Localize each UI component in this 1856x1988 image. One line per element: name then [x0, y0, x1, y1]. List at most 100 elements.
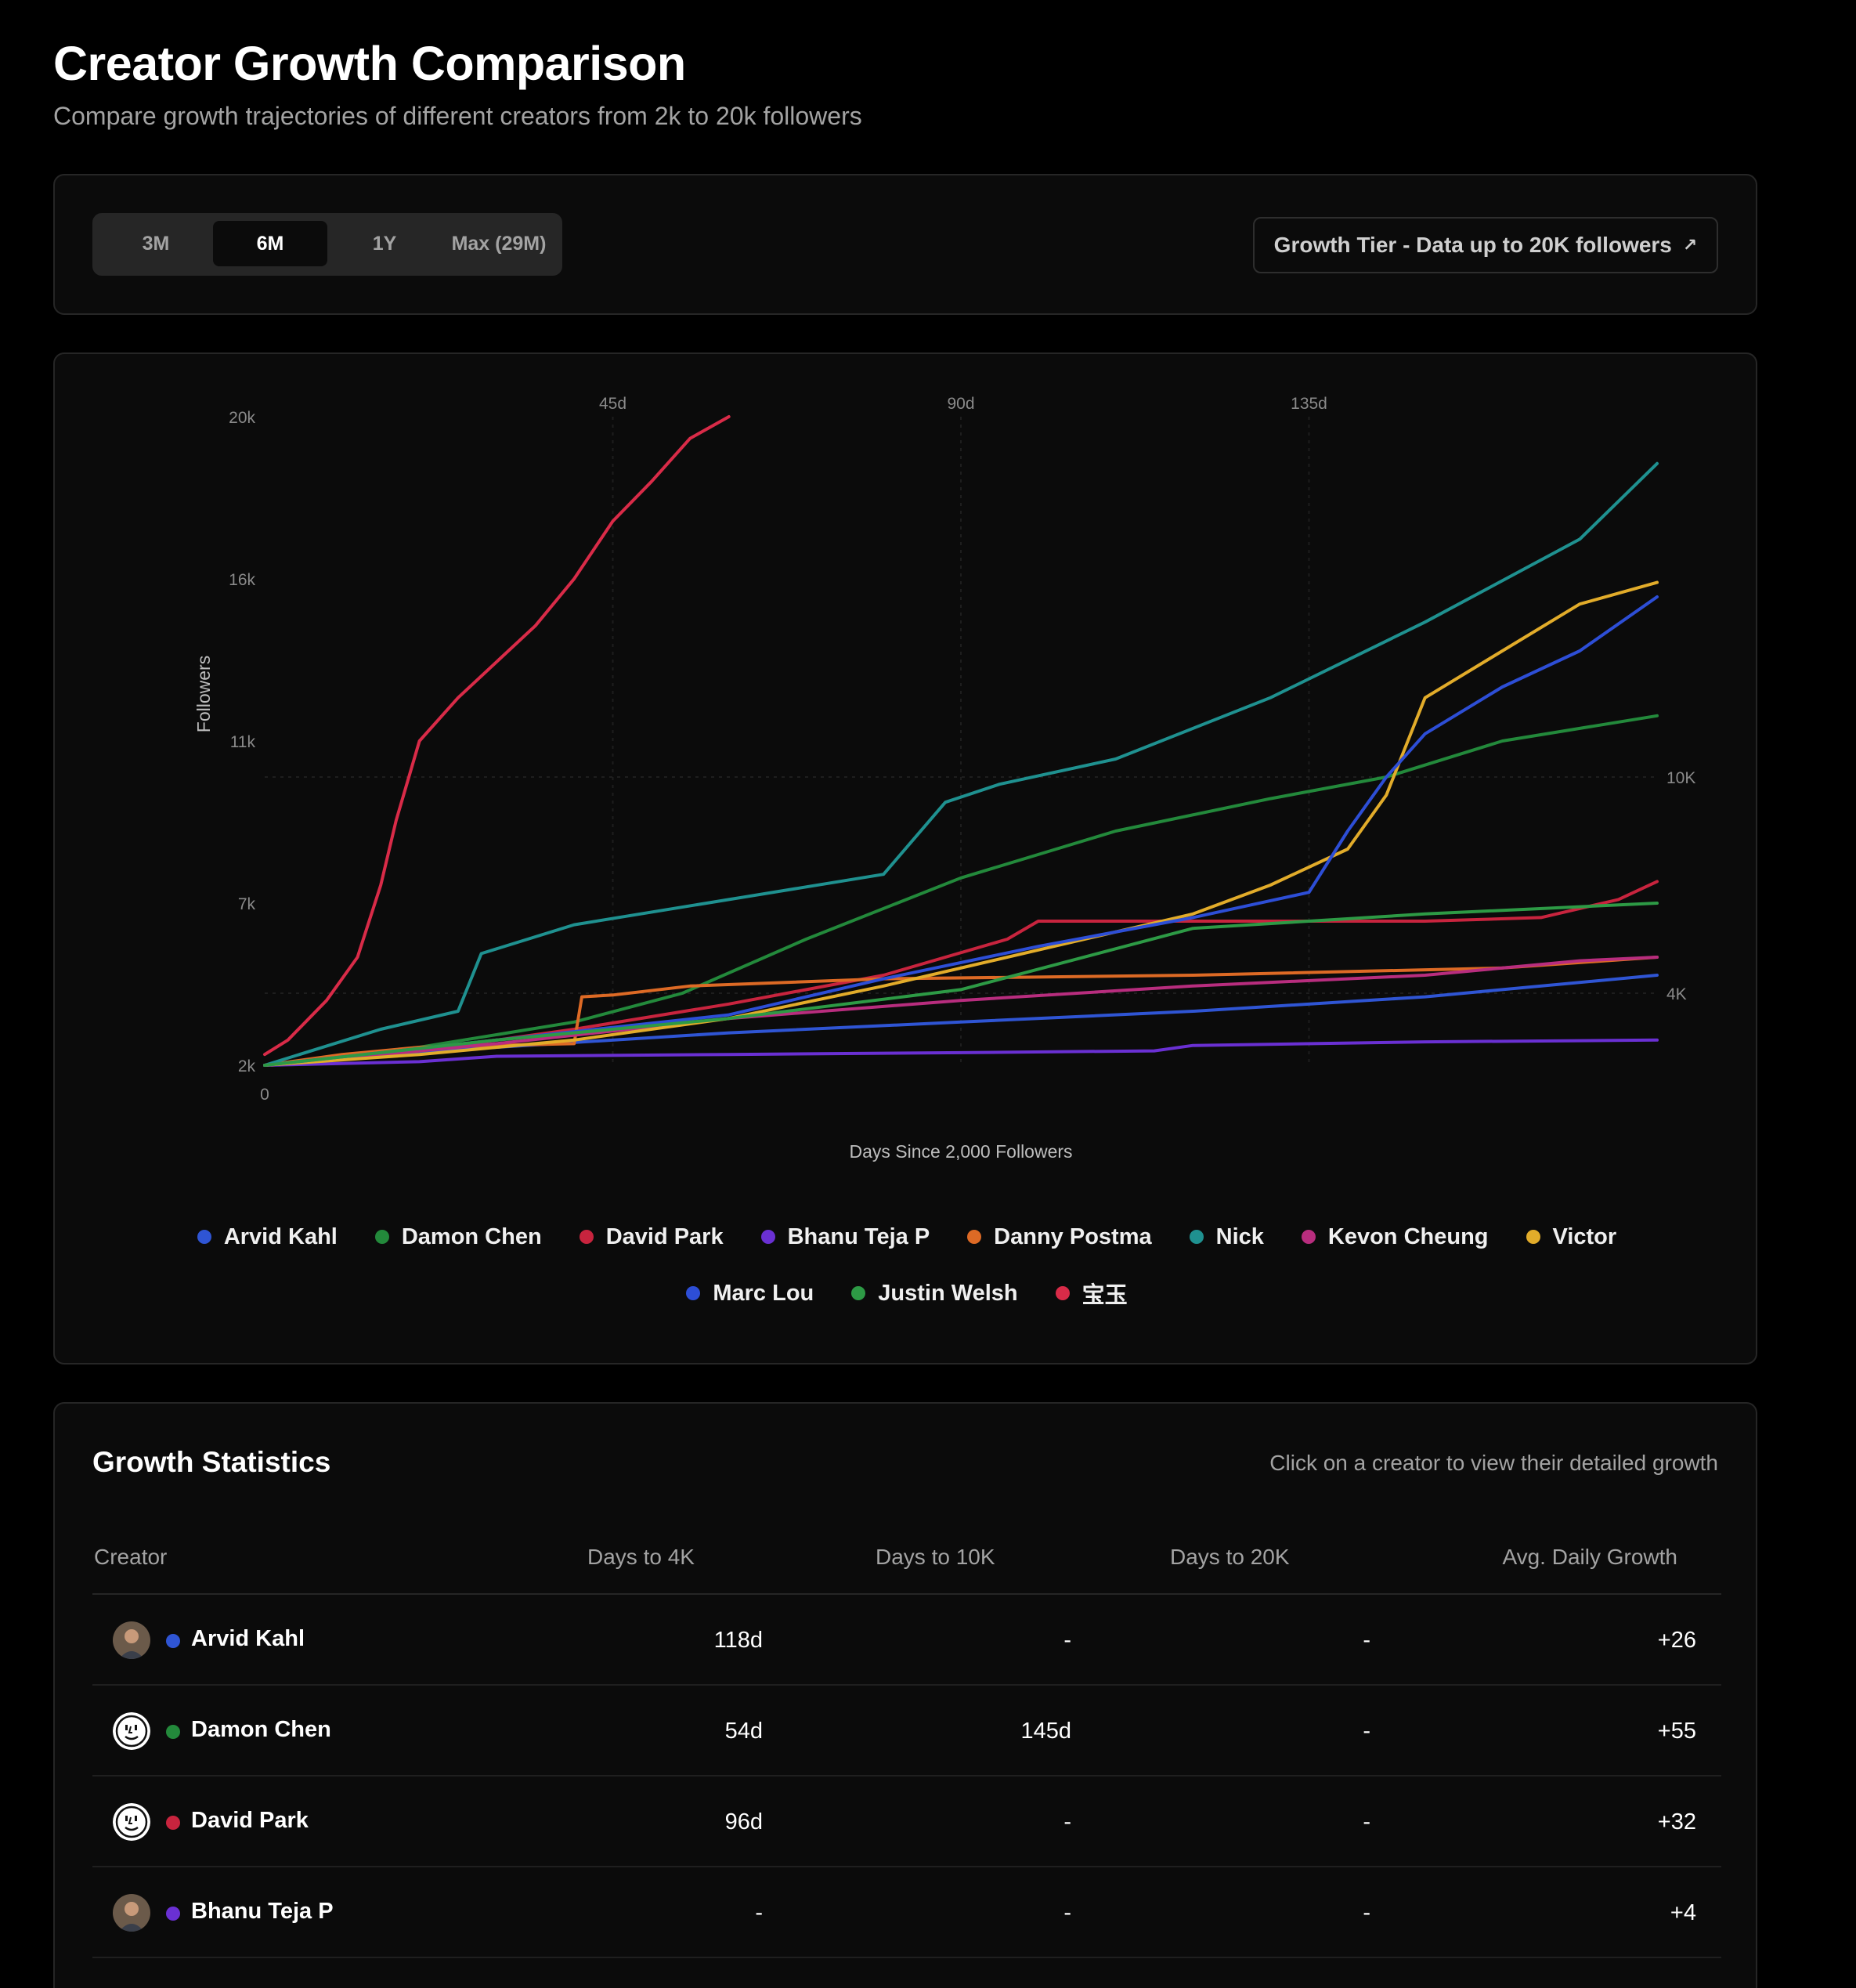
range-tab-6m[interactable]: 6M — [213, 221, 327, 266]
days-to-10k: - — [1063, 1900, 1071, 1925]
legend-dot-icon — [374, 1230, 389, 1244]
x-tick-label: 90d — [947, 395, 974, 413]
legend-dot-icon — [760, 1230, 775, 1244]
legend-item[interactable]: Damon Chen — [374, 1222, 542, 1252]
y-axis-title: Followers — [193, 656, 214, 732]
legend-label: Arvid Kahl — [223, 1224, 338, 1249]
stats-table: Creator Days to 4K Days to 10K Days to 2… — [92, 1521, 1721, 1958]
legend-dot-icon — [686, 1286, 701, 1300]
y-tick-label: 2k — [238, 1057, 256, 1075]
avg-daily-growth: +26 — [1657, 1628, 1696, 1653]
legend-label: Justin Welsh — [878, 1280, 1018, 1306]
stats-title: Growth Statistics — [92, 1446, 331, 1478]
avg-daily-growth: +55 — [1657, 1719, 1696, 1744]
series-line — [263, 580, 1659, 1067]
table-body: Arvid Kahl 118d - - +26 Damon Chen 54d 145d - +55… — [92, 1595, 1721, 1958]
legend-label: Nick — [1215, 1224, 1264, 1249]
legend-item[interactable]: Kevon Cheung — [1301, 1222, 1489, 1252]
stats-panel: Growth Statistics Click on a creator to … — [53, 1402, 1757, 1988]
days-to-10k: - — [1063, 1809, 1071, 1834]
creator-name: David Park — [191, 1808, 309, 1833]
y-tick-label: 11k — [230, 733, 256, 751]
legend-dot-icon — [851, 1286, 866, 1300]
days-to-20k: - — [1363, 1809, 1370, 1834]
creator-color-dot-icon — [166, 1907, 180, 1921]
table-row[interactable]: David Park 96d - - +32 — [92, 1777, 1721, 1867]
legend-dot-icon — [1189, 1230, 1204, 1244]
column-days-10k: Days to 10K — [876, 1545, 995, 1569]
series-line — [263, 880, 1659, 1067]
external-arrow-icon: ↗ — [1682, 235, 1698, 255]
legend-dot-icon — [967, 1230, 982, 1244]
x-axis-title: Days Since 2,000 Followers — [849, 1141, 1072, 1162]
controls-panel: 3M 6M 1Y Max (29M) Growth Tier - Data up… — [53, 174, 1757, 315]
legend-dot-icon — [1055, 1286, 1070, 1300]
chart-legend: Arvid Kahl Damon Chen David Park Bhanu Teja… — [55, 1222, 1759, 1308]
series-line — [263, 461, 1659, 1067]
days-to-4k: - — [755, 1900, 763, 1925]
smiley-avatar — [113, 1712, 150, 1750]
range-tab-3m[interactable]: 3M — [142, 233, 170, 255]
right-marker-label: 4K — [1666, 985, 1687, 1003]
range-tab-max[interactable]: Max (29M) — [451, 233, 547, 255]
table-row[interactable]: Damon Chen 54d 145d - +55 — [92, 1686, 1721, 1777]
right-marker-label: 10K — [1666, 769, 1695, 787]
avg-daily-growth: +32 — [1657, 1809, 1696, 1834]
creator-color-dot-icon — [166, 1634, 180, 1648]
table-header: Creator Days to 4K Days to 10K Days to 2… — [92, 1521, 1721, 1595]
growth-chart: 45d 90d 135d 10K 4K 20k 16k 11k 7k 2k0 Followers Da… — [193, 395, 1695, 1162]
table-row[interactable]: Bhanu Teja P - - - +4 — [92, 1867, 1721, 1958]
page-title: Creator Growth Comparison — [53, 37, 686, 90]
x-tick-label: 135d — [1291, 395, 1327, 413]
days-to-20k: - — [1363, 1719, 1370, 1744]
legend-label: Marc Lou — [713, 1280, 814, 1306]
series-line — [263, 902, 1659, 1067]
days-to-4k: 96d — [724, 1809, 763, 1834]
y-tick-label: 20k — [229, 409, 255, 427]
photo-avatar — [113, 1894, 150, 1932]
days-to-4k: 54d — [724, 1719, 763, 1744]
legend-label: Damon Chen — [401, 1224, 542, 1249]
column-creator: Creator — [94, 1545, 168, 1569]
series-line — [263, 956, 1659, 1067]
legend-item[interactable]: 宝玉 — [1055, 1278, 1128, 1308]
legend-label: Bhanu Teja P — [787, 1224, 930, 1249]
series-line — [263, 595, 1659, 1067]
days-to-20k: - — [1363, 1628, 1370, 1653]
growth-tier-label: Growth Tier - Data up to 20K followers — [1273, 233, 1672, 257]
growth-tier-button[interactable]: Growth Tier - Data up to 20K followers ↗ — [1253, 217, 1718, 273]
table-row[interactable]: Arvid Kahl 118d - - +26 — [92, 1595, 1721, 1686]
legend-dot-icon — [1526, 1230, 1540, 1244]
y-tick-label: 7k — [238, 895, 256, 913]
chart-panel: 45d 90d 135d 10K 4K 20k 16k 11k 7k 2k 0 Followers Da… — [53, 352, 1757, 1364]
time-range-toggle: 3M 6M 1Y Max (29M) — [92, 213, 562, 276]
legend-label: Danny Postma — [994, 1224, 1152, 1249]
creator-color-dot-icon — [166, 1725, 180, 1739]
legend-dot-icon — [1301, 1230, 1316, 1244]
legend-label: Victor — [1552, 1224, 1617, 1249]
x-origin-label: 0 — [260, 1086, 269, 1104]
legend-item[interactable]: Nick — [1189, 1222, 1264, 1252]
legend-dot-icon — [197, 1230, 211, 1244]
stats-hint: Click on a creator to view their detaile… — [1269, 1451, 1718, 1475]
days-to-4k: 118d — [713, 1628, 763, 1653]
creator-name: Bhanu Teja P — [191, 1899, 334, 1924]
creator-name: Arvid Kahl — [191, 1626, 305, 1651]
days-to-10k: 145d — [1020, 1719, 1071, 1744]
smiley-avatar — [113, 1803, 150, 1841]
avg-daily-growth: +4 — [1670, 1900, 1696, 1925]
legend-item[interactable]: Bhanu Teja P — [760, 1222, 930, 1252]
legend-item[interactable]: Arvid Kahl — [197, 1222, 338, 1252]
column-avg-growth: Avg. Daily Growth — [1502, 1545, 1677, 1569]
legend-item[interactable]: Marc Lou — [686, 1278, 814, 1308]
legend-item[interactable]: Victor — [1526, 1222, 1617, 1252]
legend-item[interactable]: Danny Postma — [967, 1222, 1152, 1252]
photo-avatar — [113, 1621, 150, 1659]
column-days-20k: Days to 20K — [1170, 1545, 1290, 1569]
legend-item[interactable]: Justin Welsh — [851, 1278, 1018, 1308]
series-line — [263, 956, 1659, 1067]
page-subtitle: Compare growth trajectories of different… — [53, 102, 862, 130]
days-to-10k: - — [1063, 1628, 1071, 1653]
legend-item[interactable]: David Park — [579, 1222, 724, 1252]
range-tab-1y[interactable]: 1Y — [372, 233, 397, 255]
